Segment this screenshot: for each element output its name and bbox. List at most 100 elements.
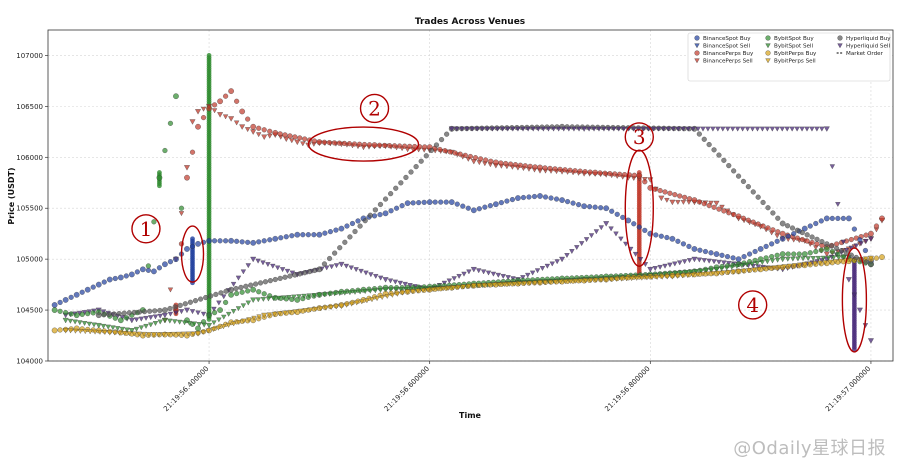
data-point (569, 249, 575, 254)
data-point (557, 279, 564, 285)
data-point (796, 251, 802, 257)
data-point (172, 304, 178, 310)
data-point (287, 310, 293, 315)
data-point (189, 309, 196, 315)
data-point (437, 146, 443, 153)
data-point (398, 287, 404, 292)
data-point (682, 194, 688, 200)
data-point (243, 283, 249, 289)
data-point (167, 318, 173, 324)
data-point (613, 231, 619, 237)
data-point (824, 241, 830, 247)
x-tick-label: 21:19:56.400000 (162, 365, 210, 413)
data-point (774, 252, 780, 258)
data-point (239, 124, 246, 130)
data-point (146, 332, 152, 338)
data-point (167, 259, 173, 265)
data-point (840, 239, 847, 245)
data-point (245, 239, 251, 245)
data-point (511, 281, 518, 287)
data-point (749, 261, 755, 267)
data-point (119, 326, 126, 332)
data-point (829, 248, 835, 255)
data-point (425, 287, 431, 293)
data-point (115, 326, 121, 331)
legend-label: BinanceSpot Sell (703, 44, 750, 50)
data-point (162, 307, 168, 313)
data-point (695, 272, 701, 278)
data-point (636, 172, 643, 179)
data-point (801, 225, 808, 232)
data-point (822, 260, 828, 266)
data-point (669, 199, 676, 206)
data-point (664, 198, 670, 203)
data-point (681, 259, 688, 265)
data-point (404, 200, 411, 206)
data-point (583, 237, 590, 243)
data-point (333, 227, 339, 233)
data-point (620, 214, 626, 220)
data-point (799, 230, 805, 236)
data-point (470, 267, 477, 273)
data-point (439, 137, 445, 143)
data-point (223, 238, 229, 244)
data-point (327, 229, 333, 235)
data-point (846, 215, 852, 222)
data-point (494, 126, 501, 132)
data-point (382, 277, 389, 283)
data-point (399, 290, 406, 296)
data-point (759, 260, 765, 265)
data-point (515, 195, 521, 201)
data-point (525, 126, 531, 132)
data-point (744, 126, 751, 132)
data-point (283, 234, 289, 240)
data-point (311, 267, 318, 274)
data-point (388, 191, 394, 197)
data-point (316, 231, 323, 238)
legend-label: BinancePerps Sell (703, 59, 753, 65)
data-point (461, 271, 467, 277)
data-point (841, 255, 847, 260)
data-point (745, 184, 751, 190)
data-point (680, 126, 686, 132)
data-point (820, 255, 827, 261)
data-point (265, 262, 271, 267)
data-point (770, 210, 776, 216)
data-point (752, 248, 758, 255)
data-point (794, 235, 800, 241)
data-point (221, 294, 227, 300)
data-point (90, 310, 96, 316)
data-point (812, 261, 818, 267)
data-point (352, 228, 358, 235)
data-point (422, 144, 428, 150)
data-point (407, 143, 413, 149)
data-point (574, 245, 580, 250)
data-point (185, 331, 191, 337)
data-point (726, 163, 732, 169)
data-point (853, 254, 859, 261)
data-point (257, 280, 264, 286)
data-point (416, 200, 422, 206)
data-point (756, 267, 762, 272)
data-point (719, 252, 725, 258)
data-point (328, 264, 335, 270)
data-point (664, 234, 670, 241)
data-point (730, 255, 736, 261)
data-point (331, 291, 338, 297)
data-point (51, 302, 58, 308)
data-point (261, 312, 268, 319)
data-point (133, 326, 140, 332)
data-point (397, 280, 403, 286)
data-point (496, 282, 502, 288)
y-axis-ticks: 104000 104500 105000 105500 106000 106500 1070… (16, 52, 48, 366)
data-point (490, 271, 497, 277)
data-point (190, 331, 196, 337)
data-point (686, 243, 692, 249)
data-point (652, 266, 658, 271)
data-point (711, 204, 717, 210)
data-point (184, 165, 190, 171)
data-point (84, 286, 91, 293)
data-point (457, 151, 463, 157)
data-point (256, 289, 262, 295)
data-point (448, 199, 455, 205)
